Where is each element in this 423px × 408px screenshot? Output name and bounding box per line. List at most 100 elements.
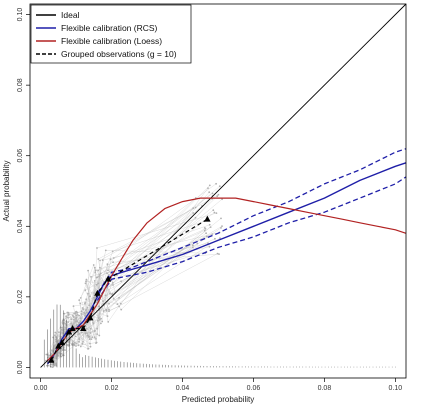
bootstrap-point	[79, 302, 82, 305]
bootstrap-point	[104, 249, 107, 252]
bootstrap-point	[81, 342, 84, 345]
bootstrap-point	[70, 318, 73, 321]
bootstrap-point	[106, 263, 109, 266]
bootstrap-point	[89, 327, 92, 330]
grouped-observation-point	[204, 215, 211, 222]
bootstrap-point	[192, 246, 194, 249]
bootstrap-point	[72, 314, 74, 317]
grouped-observation-point	[69, 325, 76, 332]
bootstrap-point	[93, 330, 96, 332]
bootstrap-point	[90, 276, 92, 278]
grouped-observation-point	[94, 289, 101, 296]
y-tick-label: 0.08	[17, 78, 24, 92]
bootstrap-point	[67, 314, 70, 316]
bootstrap-point	[87, 347, 90, 350]
bootstrap-point	[97, 282, 100, 285]
bootstrap-point	[205, 235, 208, 238]
bootstrap-point	[61, 321, 64, 324]
bootstrap-point	[61, 322, 64, 325]
bootstrap-point	[96, 276, 99, 279]
bootstrap-point	[194, 216, 197, 219]
bootstrap-point	[97, 319, 99, 322]
bootstrap-point	[75, 345, 77, 347]
bootstrap-point	[216, 195, 219, 198]
bootstrap-point	[108, 302, 110, 305]
y-tick-label: 0.02	[17, 290, 24, 304]
bootstrap-point	[97, 305, 100, 308]
grouped-observation-point	[55, 342, 62, 349]
bootstrap-curve	[51, 247, 194, 356]
bootstrap-point	[116, 303, 119, 306]
y-axis-label: Actual probability	[2, 161, 11, 222]
bootstrap-point	[205, 232, 208, 235]
rcs-ci-upper-curve	[96, 148, 407, 294]
legend: Ideal Flexible calibration (RCS) Flexible …	[30, 4, 192, 64]
bootstrap-point	[79, 345, 82, 348]
loess-curve	[47, 197, 407, 361]
bootstrap-point	[72, 316, 75, 318]
calibration-curves	[40, 3, 407, 368]
bootstrap-point	[98, 334, 101, 337]
bootstrap-point	[87, 269, 89, 272]
grouped-observation-point	[65, 328, 73, 335]
bootstrap-point	[215, 212, 218, 215]
y-tick-label: 0.00	[17, 360, 24, 374]
bootstrap-point	[85, 311, 88, 314]
bootstrap-point	[221, 225, 223, 228]
bootstrap-point	[214, 237, 216, 240]
bootstrap-point	[120, 308, 123, 311]
bootstrap-point	[95, 342, 97, 344]
bootstrap-point	[84, 282, 87, 285]
bootstrap-point	[107, 269, 109, 272]
legend-label: Flexible calibration (Loess)	[61, 36, 162, 46]
bootstrap-point	[51, 366, 54, 368]
bootstrap-point	[89, 332, 92, 334]
bootstrap-point	[194, 206, 197, 209]
grouped-observation-point	[80, 325, 87, 332]
bootstrap-point	[78, 337, 80, 340]
y-tick-label: 0.10	[17, 8, 24, 22]
bootstrap-point	[104, 294, 107, 297]
bootstrap-point	[99, 266, 101, 269]
bootstrap-curve	[54, 243, 198, 366]
plot-frame	[29, 3, 407, 379]
bootstrap-point	[112, 261, 114, 264]
bootstrap-curve	[52, 233, 207, 355]
bootstrap-point	[90, 338, 93, 340]
bootstrap-point	[196, 242, 199, 245]
bootstrap-point	[93, 266, 96, 269]
bootstrap-point	[67, 316, 69, 319]
bootstrap-point	[212, 209, 215, 212]
bootstrap-point	[60, 352, 63, 355]
bootstrap-point	[97, 269, 99, 272]
legend-label: Grouped observations (g = 10)	[61, 49, 177, 59]
bootstrap-point	[100, 322, 102, 325]
grouped-observation-point	[87, 314, 94, 321]
bootstrap-point	[105, 309, 108, 312]
legend-box	[30, 4, 192, 64]
bootstrap-point	[63, 312, 66, 315]
bootstrap-point	[76, 324, 78, 326]
x-axis-label: Predicted probability	[182, 395, 254, 404]
bootstrap-point	[108, 310, 110, 313]
rcs-ci-lower-curve	[96, 176, 407, 301]
bootstrap-point	[86, 334, 89, 337]
y-tick-label: 0.06	[17, 149, 24, 163]
rcs-curve	[47, 162, 407, 365]
bootstrap-point	[51, 363, 54, 366]
bootstrap-curve	[52, 232, 220, 368]
bootstrap-point	[88, 338, 91, 341]
bootstrap-point	[52, 349, 54, 352]
bootstrap-point	[47, 364, 50, 367]
bootstrap-point	[219, 237, 221, 240]
bootstrap-point	[84, 314, 86, 317]
bootstrap-point	[119, 302, 122, 305]
bootstrap-point	[208, 223, 211, 226]
bootstrap-point	[77, 331, 80, 333]
bootstrap-point	[109, 258, 112, 261]
bootstrap-point	[96, 247, 98, 249]
x-tick-label: 0.08	[318, 385, 332, 392]
bootstrap-point	[52, 336, 54, 339]
legend-label: Ideal	[61, 10, 80, 20]
